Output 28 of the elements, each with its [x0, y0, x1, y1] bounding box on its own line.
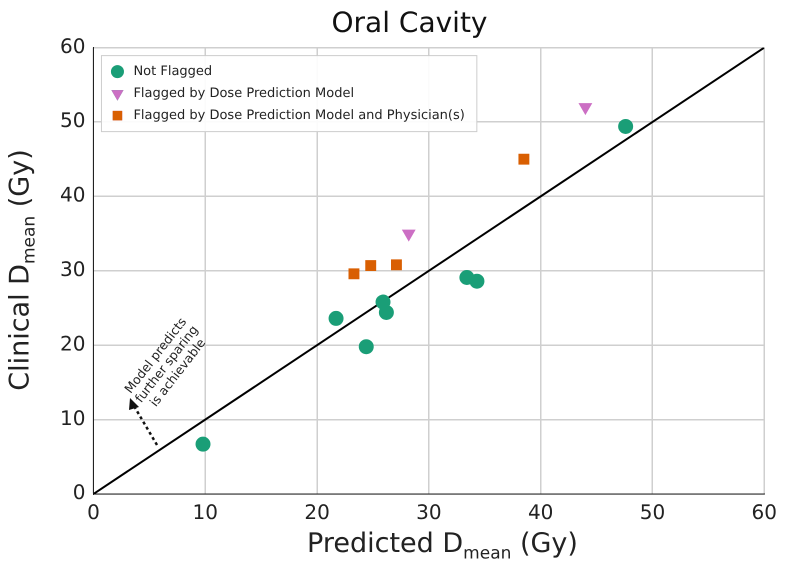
y-tick-label: 20 [60, 331, 86, 356]
point [196, 436, 211, 452]
point [348, 268, 360, 280]
point [618, 118, 634, 134]
point [365, 260, 376, 272]
x-tick-label: 60 [752, 500, 777, 524]
point [378, 304, 394, 320]
x-tick-label: 20 [304, 500, 330, 524]
chart-title: Oral Cavity [332, 6, 488, 40]
legend-label: Not Flagged [133, 64, 212, 79]
point [469, 274, 484, 289]
point [518, 154, 530, 165]
x-tick-label: 30 [416, 500, 442, 524]
y-tick-label: 40 [60, 182, 86, 207]
x-axis-title: Predicted D$_{mean}$ (Gy) [306, 528, 579, 564]
y-tick-label: 50 [60, 108, 86, 132]
x-tick-label: 10 [192, 500, 218, 524]
y-tick-label: 10 [60, 406, 86, 430]
point [358, 339, 374, 354]
y-tick-label: 60 [60, 34, 86, 58]
legend-label: Flagged by Dose Prediction Model and Physician(s) [133, 108, 465, 123]
x-tick-label: 50 [640, 500, 666, 524]
y-tick-label: 0 [72, 480, 86, 504]
point [390, 259, 402, 270]
y-tick-label: 30 [60, 257, 86, 282]
legend-label: Flagged by Dose Prediction Model [133, 86, 354, 101]
point [328, 310, 344, 326]
x-tick-label: 40 [528, 500, 554, 524]
